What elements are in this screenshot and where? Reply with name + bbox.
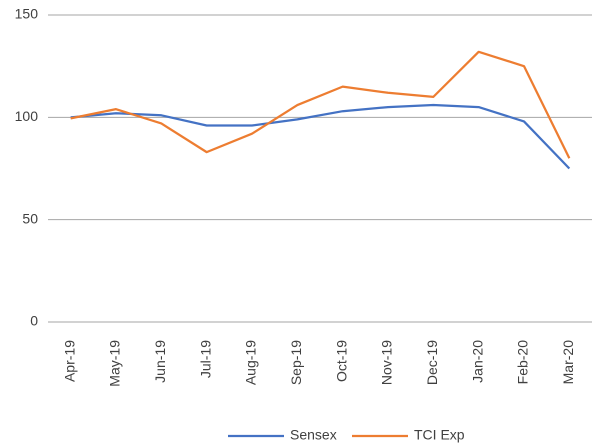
x-tick-label: Jan-20 [469,340,485,383]
y-tick-label: 100 [15,108,39,124]
x-tick-label: Dec-19 [424,340,440,385]
x-tick-label: Oct-19 [333,340,349,382]
y-tick-label: 0 [30,313,38,329]
x-tick-label: May-19 [107,340,123,387]
legend-label: TCI Exp [414,427,465,443]
x-tick-label: Apr-19 [61,340,77,382]
series-line [70,50,571,159]
x-tick-label: Jul-19 [197,340,213,378]
x-tick-label: Feb-20 [515,340,531,385]
series-line [70,103,571,170]
y-tick-label: 50 [22,210,38,226]
x-tick-label: Jun-19 [152,340,168,383]
x-tick-label: Mar-20 [560,340,576,385]
x-tick-label: Sep-19 [288,340,304,385]
x-tick-label: Aug-19 [243,340,259,385]
legend-label: Sensex [290,427,337,443]
x-tick-label: Nov-19 [379,340,395,385]
y-tick-label: 150 [15,6,39,22]
